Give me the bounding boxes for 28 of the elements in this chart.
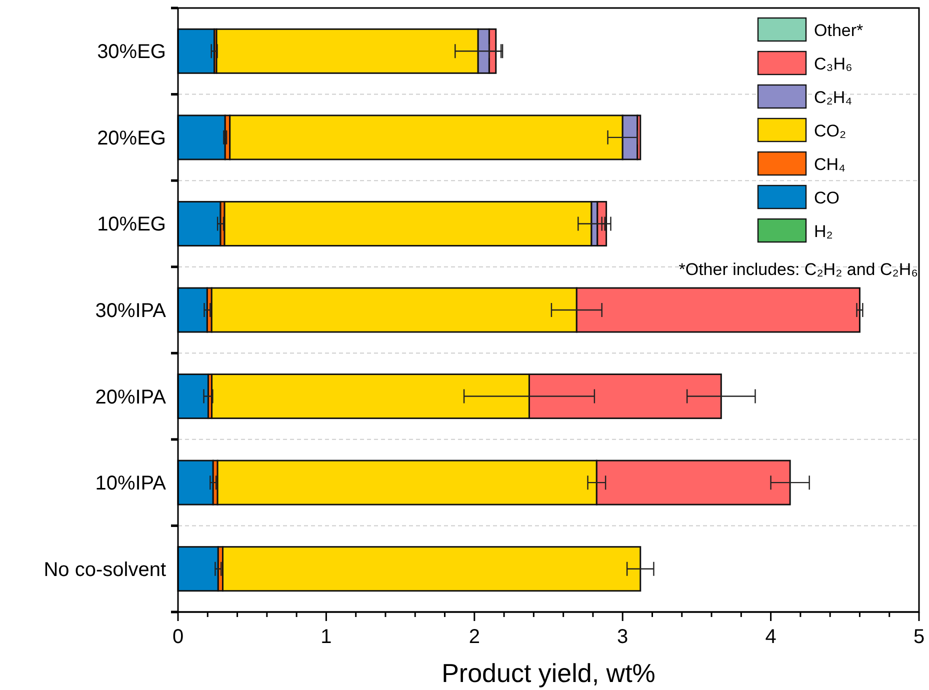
bar (177, 114, 226, 160)
x-tick-label: 2 (468, 626, 480, 648)
x-axis-title: Product yield, wt% (442, 658, 656, 688)
x-tick-label: 5 (913, 626, 925, 648)
x-tick-label: 0 (172, 626, 184, 648)
y-tick-label: No co-solvent (44, 558, 166, 581)
bar (177, 200, 222, 246)
legend-label: C₂H₄ (814, 88, 852, 107)
bar (224, 200, 592, 246)
y-tick-label: 20%IPA (95, 386, 167, 408)
x-tick-label: 1 (320, 626, 332, 648)
bar (177, 546, 219, 592)
x-tick-label: 3 (617, 626, 628, 648)
bar (177, 28, 216, 74)
legend-label: C₃H₆ (814, 54, 852, 74)
legend-label: H₂ (814, 222, 833, 241)
legend-label: CH₄ (814, 154, 846, 174)
legend-label: CO (814, 188, 840, 208)
y-tick-label: 30%IPA (95, 300, 167, 322)
y-tick-label: 20%EG (97, 127, 166, 150)
annotation: *Other includes: C₂H₂ and C₂H₆ (678, 260, 918, 279)
legend-label: Other* (814, 20, 864, 40)
y-tick-label: 10%IPA (95, 472, 167, 495)
x-tick-label: 4 (765, 626, 776, 648)
bar (177, 460, 214, 506)
legend-label: CO₂ (814, 121, 846, 140)
y-tick-label: 30%EG (97, 41, 166, 64)
y-tick-label: 10%EG (97, 214, 166, 236)
